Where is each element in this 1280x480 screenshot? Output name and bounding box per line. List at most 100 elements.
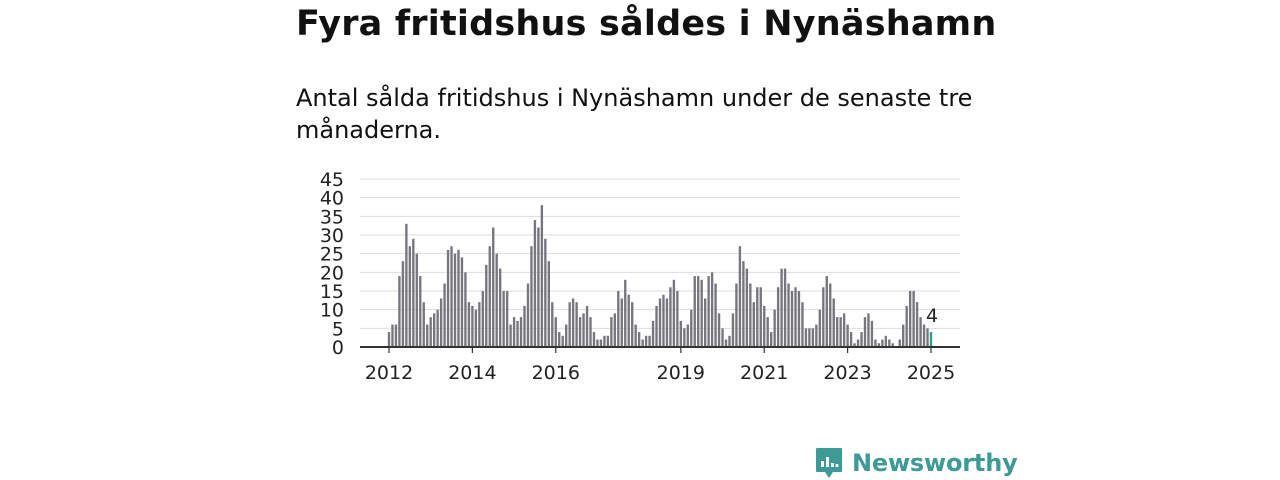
bar xyxy=(530,246,533,347)
bar xyxy=(825,276,828,347)
bar xyxy=(700,279,703,347)
bar xyxy=(794,287,797,347)
y-tick-label: 30 xyxy=(320,225,344,247)
bar xyxy=(526,283,530,347)
bar xyxy=(631,302,634,347)
bar xyxy=(523,305,526,347)
bar xyxy=(922,324,926,347)
bar xyxy=(693,276,696,347)
bar xyxy=(495,253,498,347)
bar xyxy=(478,302,481,347)
bar xyxy=(565,324,568,347)
bar xyxy=(571,298,575,347)
bar xyxy=(860,332,863,347)
bar xyxy=(398,276,401,347)
bar xyxy=(606,335,610,347)
bar xyxy=(832,298,835,347)
bar xyxy=(731,313,735,347)
bar xyxy=(485,264,488,347)
bar xyxy=(578,317,582,347)
bar xyxy=(419,276,422,347)
bar xyxy=(422,302,425,347)
bar xyxy=(488,246,491,347)
bar xyxy=(460,257,464,347)
bar xyxy=(783,268,787,347)
bar xyxy=(624,279,627,347)
bar xyxy=(912,291,915,347)
bar xyxy=(891,343,894,347)
y-tick-label: 10 xyxy=(320,300,344,322)
bar xyxy=(801,302,804,347)
bar xyxy=(502,291,505,347)
bar xyxy=(770,332,773,347)
bar xyxy=(412,238,415,347)
bar xyxy=(738,246,742,347)
bar xyxy=(617,291,620,347)
bar xyxy=(613,313,617,347)
bar xyxy=(697,276,700,347)
last-value-label: 4 xyxy=(926,305,938,327)
bar xyxy=(735,283,738,347)
bar xyxy=(815,324,818,347)
y-tick-label: 20 xyxy=(320,262,344,284)
bar xyxy=(856,339,860,347)
bar xyxy=(558,332,561,347)
brand-logo[interactable]: Newsworthy xyxy=(814,446,1018,480)
x-tick-label: 2016 xyxy=(532,362,580,384)
bar xyxy=(790,291,794,347)
bar xyxy=(728,335,731,347)
bar xyxy=(540,205,544,347)
x-tick-label: 2023 xyxy=(823,362,871,384)
bar xyxy=(742,261,745,347)
bar xyxy=(773,309,776,347)
bar xyxy=(842,313,846,347)
bar xyxy=(690,309,693,347)
bar xyxy=(763,305,766,347)
bar xyxy=(603,335,606,347)
chart-title: Fyra fritidshus såldes i Nynäshamn xyxy=(296,4,997,44)
bar xyxy=(745,268,749,347)
bar xyxy=(432,313,436,347)
bar xyxy=(721,328,724,347)
bar xyxy=(919,317,922,347)
bar xyxy=(429,317,432,347)
bar xyxy=(804,328,808,347)
bar xyxy=(717,313,721,347)
bar xyxy=(405,223,408,347)
bar xyxy=(724,339,728,347)
bar xyxy=(926,328,929,347)
bar xyxy=(703,298,707,347)
bar xyxy=(808,328,811,347)
bar xyxy=(387,332,391,347)
bar xyxy=(658,298,662,347)
bar xyxy=(394,324,398,347)
bar xyxy=(547,261,550,347)
bar xyxy=(908,291,912,347)
bar xyxy=(554,317,557,347)
x-axis: 2012 2014 2016 2019 2021 2023 2025 xyxy=(360,346,960,384)
bar xyxy=(471,305,474,347)
gridlines xyxy=(360,178,960,329)
bar xyxy=(839,317,842,347)
bar xyxy=(568,302,571,347)
bar xyxy=(905,305,908,347)
newsworthy-logo-icon xyxy=(816,448,842,478)
bar xyxy=(759,287,762,347)
y-tick-label: 15 xyxy=(320,281,344,303)
bar xyxy=(884,335,888,347)
bar xyxy=(596,339,599,347)
x-tick-label: 2019 xyxy=(657,362,705,384)
bar xyxy=(672,279,676,347)
bar xyxy=(846,324,849,347)
bar xyxy=(648,335,651,347)
bar xyxy=(450,246,453,347)
bar xyxy=(867,313,870,347)
bar xyxy=(881,339,884,347)
bar xyxy=(627,294,630,347)
bar xyxy=(505,291,509,347)
bar xyxy=(836,317,839,347)
bar xyxy=(679,320,683,347)
bar xyxy=(464,272,467,347)
bar xyxy=(829,283,832,347)
